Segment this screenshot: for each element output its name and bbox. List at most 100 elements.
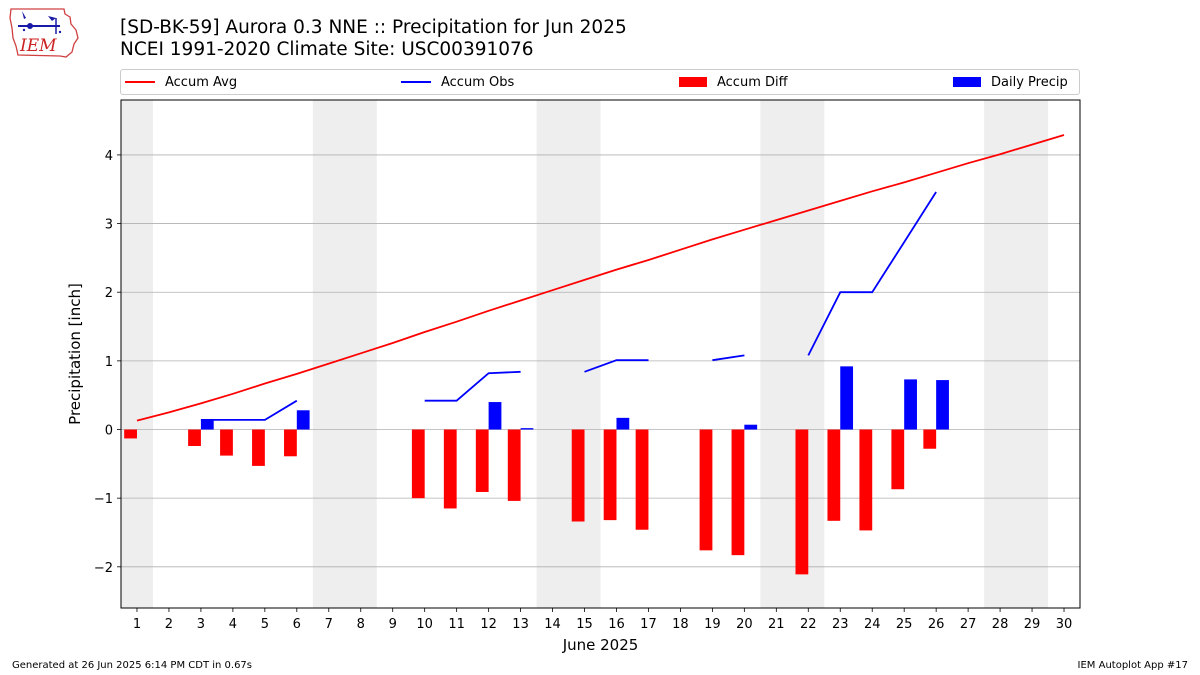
x-tick-label: 25 bbox=[896, 617, 913, 632]
chart-title: [SD-BK-59] Aurora 0.3 NNE :: Precipitati… bbox=[120, 17, 627, 38]
x-tick-label: 28 bbox=[992, 617, 1009, 632]
daily-precip-bar bbox=[840, 366, 854, 430]
footer-generated-text: Generated at 26 Jun 2025 6:14 PM CDT in … bbox=[12, 660, 253, 671]
legend-label: Accum Diff bbox=[717, 74, 788, 90]
x-tick-label: 6 bbox=[293, 617, 301, 632]
x-tick-label: 5 bbox=[261, 617, 269, 632]
accum-obs-line bbox=[712, 354, 745, 362]
accum-diff-bar bbox=[603, 429, 617, 521]
x-tick-label: 30 bbox=[1056, 617, 1073, 632]
y-tick-label: 1 bbox=[105, 355, 113, 370]
x-tick-label: 1 bbox=[133, 617, 141, 632]
y-tick-label: 4 bbox=[105, 149, 113, 164]
legend-label: Accum Avg bbox=[165, 74, 238, 90]
weekend-band-5 bbox=[984, 100, 1049, 608]
accum-diff-bar bbox=[284, 429, 297, 457]
x-tick-label: 8 bbox=[357, 617, 365, 632]
x-tick-label: 18 bbox=[672, 617, 689, 632]
legend-swatch-daily-precip bbox=[953, 77, 981, 87]
x-tick-label: 24 bbox=[864, 617, 881, 632]
x-tick-label: 22 bbox=[800, 617, 817, 632]
x-tick-label: 3 bbox=[197, 617, 205, 632]
x-tick-label: 12 bbox=[480, 617, 497, 632]
x-tick-label: 2 bbox=[165, 617, 173, 632]
legend: Accum Avg Accum Obs Accum Diff Daily Pre… bbox=[120, 69, 1080, 95]
accum-diff-bar bbox=[252, 429, 265, 466]
x-tick-label: 26 bbox=[928, 617, 945, 632]
weekend-band-2 bbox=[312, 100, 377, 608]
x-tick-label: 29 bbox=[1024, 617, 1041, 632]
accum-avg-line bbox=[136, 134, 1065, 422]
accum-diff-bar bbox=[923, 429, 937, 449]
x-tick-label: 4 bbox=[229, 617, 237, 632]
chart-subtitle: NCEI 1991-2020 Climate Site: USC00391076 bbox=[120, 39, 534, 60]
legend-item-accum-avg: Accum Avg bbox=[125, 70, 237, 94]
accum-diff-bar bbox=[891, 429, 905, 490]
accum-diff-bar bbox=[220, 429, 233, 456]
x-tick-label: 10 bbox=[416, 617, 433, 632]
lines bbox=[136, 134, 1065, 422]
accum-diff-bar bbox=[731, 429, 745, 556]
daily-precip-bar bbox=[488, 402, 502, 430]
accum-diff-bar bbox=[475, 429, 489, 492]
legend-swatch-accum-avg bbox=[125, 81, 155, 83]
y-tick-label: −1 bbox=[94, 492, 113, 507]
accum-diff-bar bbox=[188, 429, 201, 446]
daily-precip-bar bbox=[904, 379, 917, 430]
daily-precip-bar bbox=[744, 424, 758, 430]
y-tick-label: 0 bbox=[105, 424, 113, 439]
y-tick-label: 3 bbox=[105, 218, 113, 233]
accum-diff-bar bbox=[571, 429, 585, 522]
daily-precip-bar bbox=[520, 428, 534, 430]
legend-label: Daily Precip bbox=[991, 74, 1068, 90]
weekend-shading bbox=[121, 100, 1049, 608]
x-tick-label: 20 bbox=[736, 617, 753, 632]
weekend-band-4 bbox=[760, 100, 825, 608]
x-tick-label: 16 bbox=[608, 617, 625, 632]
footer-app-text: IEM Autoplot App #17 bbox=[1077, 660, 1188, 671]
x-tick-label: 27 bbox=[960, 617, 977, 632]
x-axis-label: June 2025 bbox=[562, 636, 639, 654]
accum-diff-bar bbox=[411, 429, 425, 499]
x-tick-label: 7 bbox=[325, 617, 333, 632]
accum-diff-bar bbox=[443, 429, 457, 509]
x-tick-label: 11 bbox=[448, 617, 465, 632]
legend-label: Accum Obs bbox=[441, 74, 515, 90]
daily-precip-bar bbox=[616, 417, 630, 430]
bars bbox=[124, 366, 949, 575]
svg-text:IEM: IEM bbox=[19, 36, 57, 56]
accum-diff-bar bbox=[635, 429, 649, 530]
weekend-band-3 bbox=[536, 100, 601, 608]
y-tick-label: −2 bbox=[94, 561, 113, 576]
daily-precip-bar bbox=[200, 419, 214, 430]
accum-diff-bar bbox=[507, 429, 521, 501]
legend-item-accum-obs: Accum Obs bbox=[401, 70, 514, 94]
axis-ticks: 1 2 3 4 5 6 7 8 9 10 11 12 13 14 15 16 17 18 19 20 21 22 23 24 2… bbox=[94, 149, 1072, 632]
weekend-band-1 bbox=[121, 100, 153, 608]
x-tick-label: 9 bbox=[389, 617, 397, 632]
legend-item-daily-precip: Daily Precip bbox=[953, 70, 1068, 94]
plot-frame bbox=[120, 99, 1081, 609]
x-tick-label: 17 bbox=[640, 617, 657, 632]
x-tick-label: 23 bbox=[832, 617, 849, 632]
x-tick-label: 15 bbox=[576, 617, 593, 632]
legend-item-accum-diff: Accum Diff bbox=[679, 70, 788, 94]
x-tick-label: 14 bbox=[544, 617, 561, 632]
accum-obs-line bbox=[200, 399, 298, 421]
y-tick-label: 2 bbox=[105, 286, 113, 301]
y-axis-label: Precipitation [inch] bbox=[66, 283, 84, 425]
x-tick-label: 21 bbox=[768, 617, 785, 632]
accum-diff-bar bbox=[795, 429, 809, 575]
iem-logo: IEM bbox=[9, 8, 79, 58]
accum-obs-line bbox=[424, 370, 521, 402]
accum-obs-line bbox=[584, 359, 649, 373]
accum-diff-bar bbox=[827, 429, 841, 521]
accum-diff-bar bbox=[859, 429, 873, 531]
x-tick-label: 19 bbox=[704, 617, 721, 632]
x-tick-label: 13 bbox=[512, 617, 529, 632]
legend-swatch-accum-diff bbox=[679, 77, 707, 87]
daily-precip-bar bbox=[936, 380, 949, 430]
daily-precip-bar bbox=[296, 410, 310, 430]
accum-obs-line bbox=[807, 191, 937, 356]
